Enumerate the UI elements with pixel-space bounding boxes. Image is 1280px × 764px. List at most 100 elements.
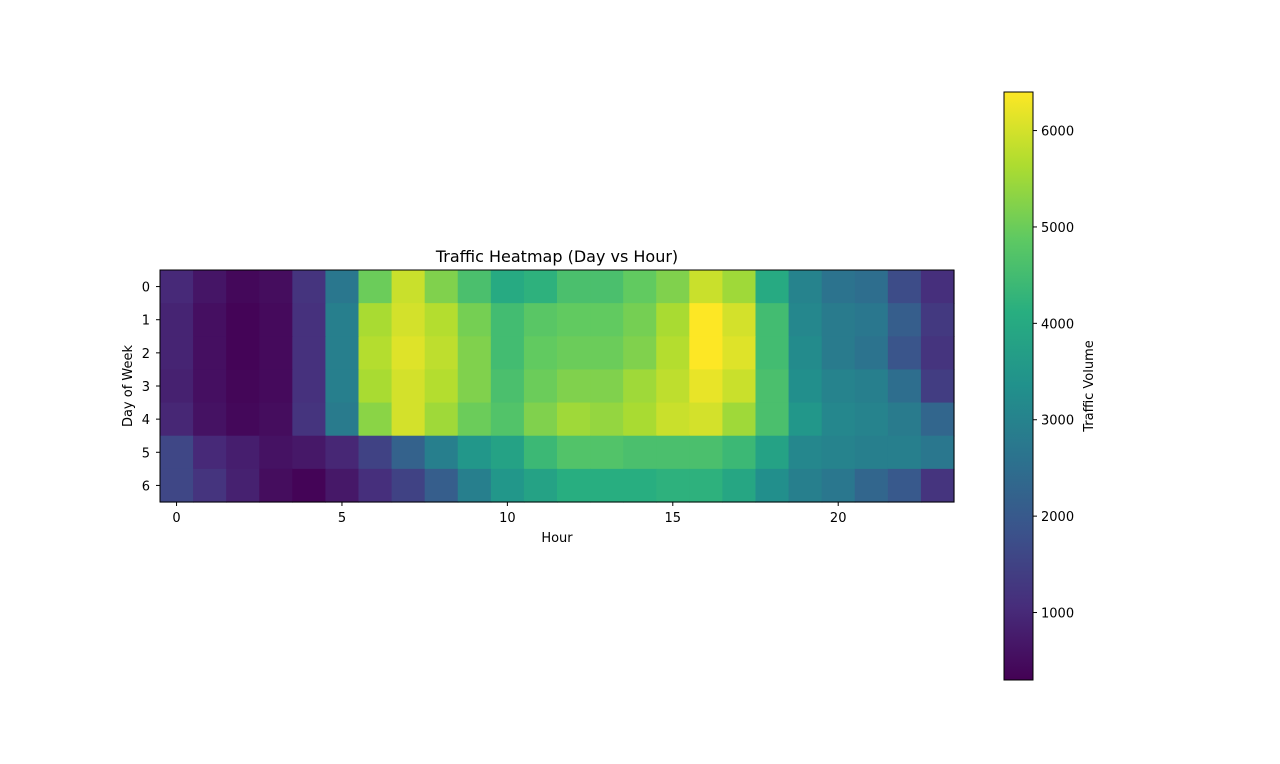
heatmap-cell <box>292 435 327 470</box>
heatmap-cell <box>590 402 624 437</box>
x-tick-label: 5 <box>338 511 346 526</box>
heatmap-cell <box>160 369 194 404</box>
heatmap-cell <box>887 336 922 371</box>
heatmap-cell <box>391 336 426 371</box>
heatmap-cell <box>259 270 293 304</box>
heatmap-cell <box>590 270 624 304</box>
heatmap-cell <box>226 402 260 437</box>
heatmap-cell <box>325 336 360 371</box>
heatmap-cell <box>788 369 823 404</box>
heatmap-cell <box>457 303 492 337</box>
heatmap-cell <box>821 303 856 337</box>
heatmap-cell <box>722 369 757 404</box>
heatmap-cell <box>755 270 790 304</box>
heatmap-cell <box>821 336 856 371</box>
heatmap-cell <box>722 468 757 503</box>
heatmap-cell <box>788 435 823 470</box>
colorbar-tick-label: 5000 <box>1041 221 1074 236</box>
heatmap-cell <box>490 402 525 437</box>
heatmap-cell <box>689 369 724 404</box>
heatmap-cell <box>523 468 558 503</box>
heatmap-cell <box>755 303 790 337</box>
chart-title: Traffic Heatmap (Day vs Hour) <box>435 247 678 266</box>
heatmap-cell <box>623 468 657 503</box>
heatmap-cell <box>821 402 856 437</box>
heatmap-cell <box>193 435 227 470</box>
heatmap-cell <box>259 303 293 337</box>
heatmap-cell <box>722 270 757 304</box>
heatmap-cell <box>854 303 889 337</box>
heatmap-cell <box>656 369 690 404</box>
heatmap-cell <box>226 468 260 503</box>
heatmap-cell <box>755 435 790 470</box>
y-tick-label: 3 <box>142 380 150 395</box>
heatmap-cell <box>887 468 922 503</box>
y-tick-label: 0 <box>142 281 150 296</box>
heatmap-cell <box>226 336 260 371</box>
heatmap-cell <box>590 369 624 404</box>
heatmap-cell <box>656 270 690 304</box>
heatmap-cell <box>523 270 558 304</box>
heatmap-cell <box>557 303 591 337</box>
heatmap-cell <box>920 336 955 371</box>
y-tick-label: 5 <box>142 446 150 461</box>
heatmap-cell <box>722 336 757 371</box>
heatmap-cell <box>523 435 558 470</box>
heatmap-cell <box>821 468 856 503</box>
heatmap-cell <box>887 402 922 437</box>
heatmap-cell <box>821 270 856 304</box>
heatmap-cell <box>160 303 194 337</box>
heatmap-cell <box>854 270 889 304</box>
heatmap-cell <box>391 270 426 304</box>
heatmap-cell <box>358 435 393 470</box>
heatmap-cell <box>755 468 790 503</box>
colorbar-tick-label: 4000 <box>1041 317 1074 332</box>
heatmap-cell <box>689 435 724 470</box>
heatmap-cell <box>755 369 790 404</box>
heatmap-cell <box>424 468 459 503</box>
heatmap-cell <box>457 369 492 404</box>
heatmap-cell <box>259 369 293 404</box>
heatmap-cell <box>623 336 657 371</box>
heatmap-cell <box>358 303 393 337</box>
y-tick-label: 4 <box>142 413 150 428</box>
x-tick-label: 0 <box>172 511 180 526</box>
heatmap-cell <box>557 369 591 404</box>
heatmap-cell <box>920 435 955 470</box>
y-tick-label: 1 <box>142 314 150 329</box>
heatmap-cell <box>755 336 790 371</box>
heatmap-cell <box>821 435 856 470</box>
heatmap-cell <box>755 402 790 437</box>
heatmap-cell <box>854 336 889 371</box>
colorbar-tick-label: 1000 <box>1041 607 1074 622</box>
heatmap-cell <box>457 336 492 371</box>
colorbar-tick-label: 6000 <box>1041 125 1074 140</box>
heatmap-cell <box>193 336 227 371</box>
heatmap-cell <box>424 336 459 371</box>
heatmap-cell <box>920 270 955 304</box>
heatmap-cell <box>689 468 724 503</box>
colorbar-tick-label: 3000 <box>1041 414 1074 429</box>
heatmap-cell <box>292 468 327 503</box>
y-axis-ticks: 0 1 2 3 4 5 6 <box>142 281 160 494</box>
heatmap-cell <box>457 402 492 437</box>
heatmap-cell <box>854 468 889 503</box>
heatmap-cell <box>490 369 525 404</box>
heatmap-cell <box>854 369 889 404</box>
heatmap-cell <box>490 336 525 371</box>
heatmap-cell <box>193 303 227 337</box>
heatmap-cell <box>391 303 426 337</box>
heatmap-cell <box>788 270 823 304</box>
heatmap-cell <box>325 369 360 404</box>
heatmap-cell <box>325 402 360 437</box>
heatmap-cell <box>292 270 327 304</box>
heatmap-cell <box>424 270 459 304</box>
heatmap-cell <box>523 303 558 337</box>
heatmap-cell <box>391 468 426 503</box>
heatmap-cell <box>656 402 690 437</box>
heatmap-cell <box>887 303 922 337</box>
heatmap-cell <box>358 270 393 304</box>
colorbar-frame <box>1003 91 1034 681</box>
heatmap-cells <box>160 270 955 503</box>
